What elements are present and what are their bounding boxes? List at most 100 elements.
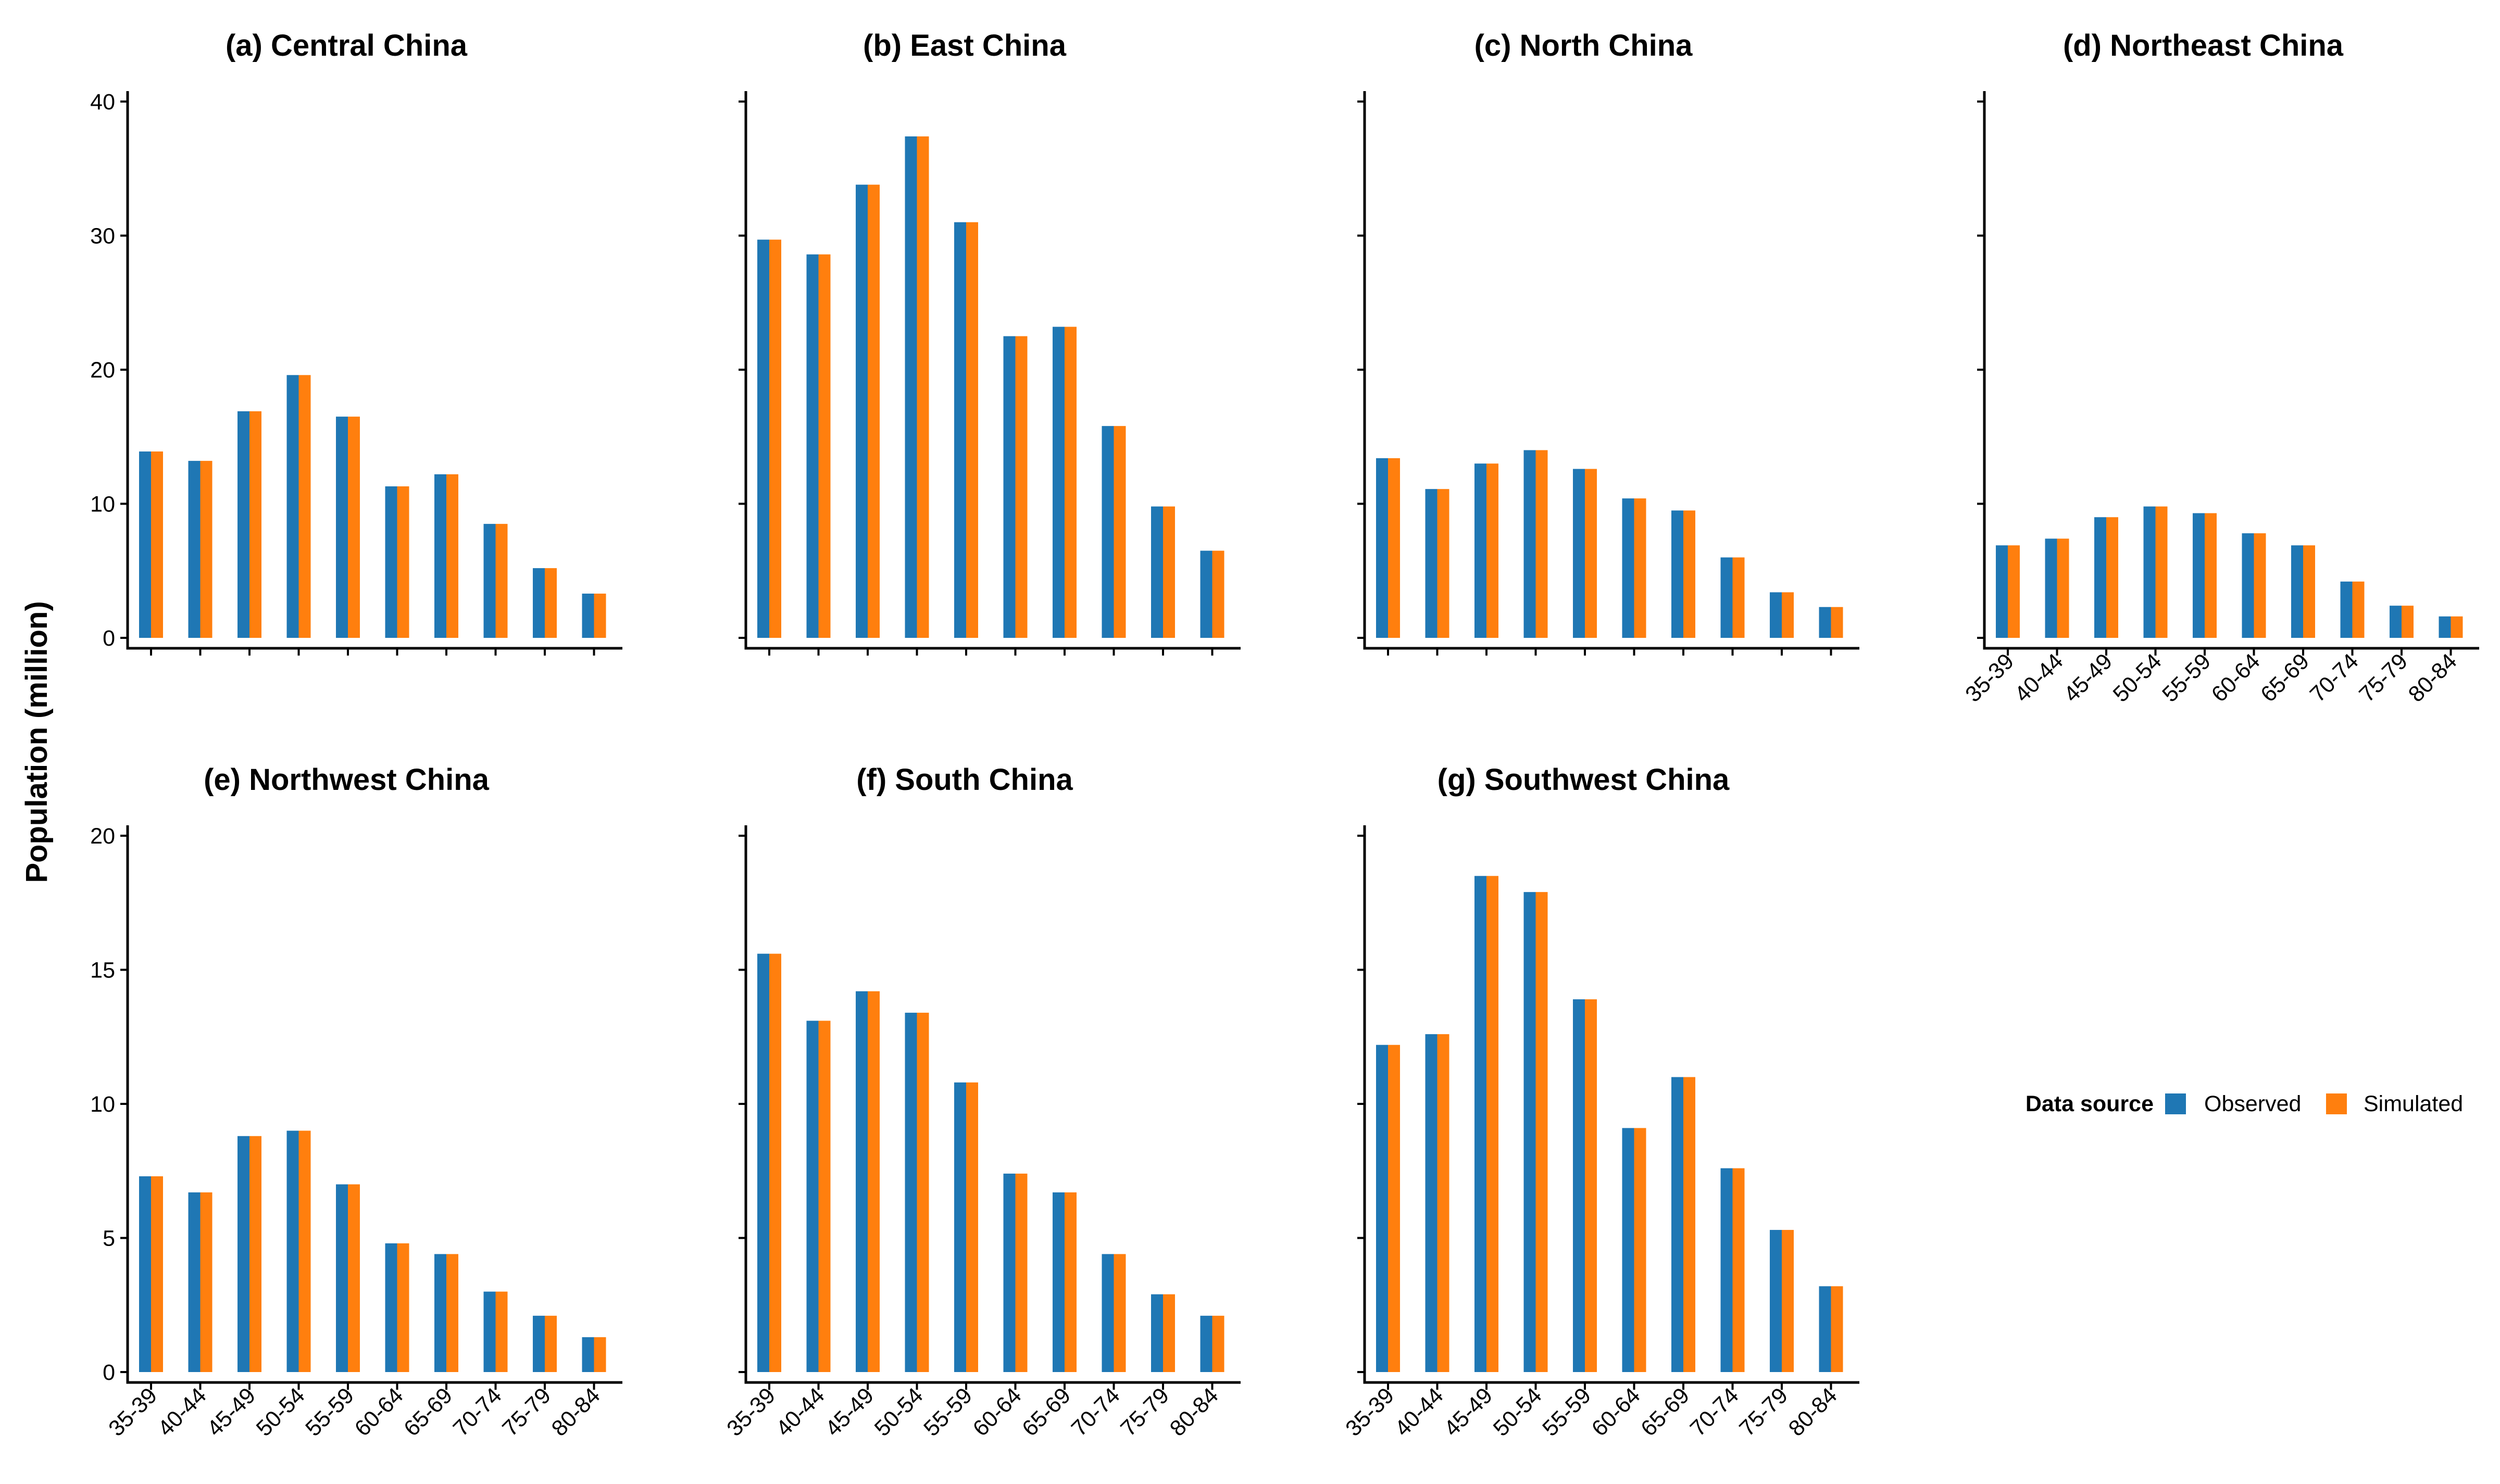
bar-observed-50-54: [2143, 506, 2156, 638]
bar-simulated-35-39: [1388, 1045, 1400, 1372]
bar-simulated-40-44: [1437, 489, 1449, 638]
bar-observed-45-49: [238, 411, 249, 638]
y-tick-label: 10: [90, 492, 115, 517]
bar-observed-60-64: [385, 1243, 397, 1372]
bar-observed-65-69: [1671, 510, 1683, 638]
bar-simulated-55-59: [348, 1184, 360, 1372]
bar-simulated-70-74: [2352, 581, 2365, 638]
bar-simulated-60-64: [1015, 336, 1028, 638]
bar-simulated-65-69: [1683, 510, 1695, 638]
bar-observed-40-44: [806, 1021, 819, 1372]
bar-observed-65-69: [2291, 545, 2303, 638]
bar-observed-35-39: [1996, 545, 2008, 638]
bar-simulated-80-84: [594, 1337, 606, 1372]
bar-simulated-60-64: [1634, 498, 1646, 638]
bar-observed-55-59: [1573, 469, 1585, 638]
legend-swatch-observed: [2165, 1093, 2186, 1114]
bar-simulated-75-79: [1782, 1230, 1794, 1372]
panel-title: (b) East China: [863, 29, 1067, 62]
bar-observed-35-39: [757, 953, 769, 1372]
bar-observed-50-54: [1523, 892, 1536, 1372]
bar-simulated-55-59: [348, 417, 360, 638]
bar-observed-60-64: [385, 486, 397, 638]
bar-simulated-60-64: [397, 486, 409, 638]
bar-simulated-35-39: [1388, 458, 1400, 638]
bar-observed-70-74: [1102, 426, 1114, 638]
bar-simulated-80-84: [2451, 616, 2463, 638]
bar-simulated-35-39: [769, 953, 781, 1372]
bar-simulated-75-79: [545, 568, 557, 638]
bar-simulated-45-49: [249, 411, 261, 638]
bar-simulated-70-74: [1114, 1254, 1126, 1372]
bar-observed-45-49: [2094, 517, 2106, 638]
bar-observed-35-39: [1376, 458, 1388, 638]
bar-simulated-65-69: [2303, 545, 2315, 638]
bar-observed-45-49: [856, 184, 868, 638]
bar-observed-70-74: [2340, 581, 2353, 638]
bar-simulated-45-49: [868, 184, 880, 638]
bar-simulated-40-44: [2057, 538, 2069, 638]
bar-observed-40-44: [188, 1192, 201, 1372]
bar-simulated-80-84: [1212, 550, 1224, 638]
bar-simulated-55-59: [1585, 469, 1597, 638]
bar-observed-75-79: [2390, 606, 2402, 638]
bar-simulated-60-64: [1634, 1128, 1646, 1372]
bar-simulated-35-39: [151, 1176, 163, 1372]
bar-observed-80-84: [582, 594, 594, 638]
panel-title: (g) Southwest China: [1438, 763, 1730, 797]
bar-simulated-60-64: [2254, 533, 2266, 638]
bar-observed-60-64: [1622, 498, 1634, 638]
legend-label-simulated: Simulated: [2364, 1091, 2463, 1116]
bar-simulated-50-54: [917, 1012, 929, 1372]
bar-simulated-70-74: [1732, 1168, 1745, 1372]
bar-observed-45-49: [1474, 463, 1486, 638]
bar-simulated-60-64: [397, 1243, 409, 1372]
bar-observed-70-74: [483, 524, 496, 638]
bar-simulated-75-79: [1163, 506, 1175, 638]
bar-observed-65-69: [434, 474, 446, 638]
bar-observed-80-84: [1200, 1315, 1212, 1372]
y-tick-label: 0: [103, 626, 115, 651]
bar-observed-80-84: [582, 1337, 594, 1372]
bar-simulated-55-59: [966, 222, 978, 638]
bar-simulated-70-74: [495, 524, 508, 638]
legend-title: Data source: [2026, 1091, 2154, 1116]
bar-simulated-75-79: [1163, 1294, 1175, 1372]
bar-simulated-35-39: [2008, 545, 2020, 638]
bar-observed-50-54: [905, 136, 917, 638]
bar-simulated-80-84: [1831, 607, 1843, 638]
bar-observed-50-54: [1523, 450, 1536, 638]
bar-simulated-45-49: [1486, 463, 1498, 638]
panel-title: (e) Northwest China: [204, 763, 490, 797]
bar-simulated-55-59: [1585, 999, 1597, 1372]
bar-observed-55-59: [954, 1082, 966, 1372]
bar-observed-45-49: [238, 1136, 249, 1372]
bar-observed-50-54: [905, 1012, 917, 1372]
bar-simulated-65-69: [1065, 326, 1077, 638]
bar-simulated-45-49: [2106, 517, 2118, 638]
bar-observed-75-79: [1770, 592, 1782, 638]
panel-title: (d) Northeast China: [2063, 29, 2344, 62]
bar-observed-75-79: [1151, 506, 1163, 638]
bar-simulated-50-54: [298, 1130, 311, 1372]
y-axis-label: Population (million): [20, 601, 54, 883]
bar-observed-75-79: [1151, 1294, 1163, 1372]
bar-observed-35-39: [1376, 1045, 1388, 1372]
bar-observed-55-59: [336, 417, 348, 638]
bar-observed-70-74: [483, 1291, 496, 1372]
bar-observed-65-69: [1053, 1192, 1065, 1372]
bar-observed-40-44: [2045, 538, 2057, 638]
bar-simulated-45-49: [1486, 876, 1498, 1372]
bar-observed-35-39: [139, 1176, 151, 1372]
panel-title: (f) South China: [856, 763, 1073, 797]
bar-simulated-35-39: [769, 240, 781, 638]
bar-simulated-65-69: [446, 1254, 458, 1372]
bar-simulated-40-44: [818, 1021, 831, 1372]
bar-observed-55-59: [336, 1184, 348, 1372]
bar-simulated-40-44: [200, 1192, 213, 1372]
bar-simulated-50-54: [1535, 892, 1548, 1372]
bar-observed-80-84: [1200, 550, 1212, 638]
bar-observed-80-84: [1819, 1286, 1831, 1372]
bar-observed-70-74: [1720, 1168, 1733, 1372]
bar-observed-65-69: [1671, 1077, 1683, 1372]
